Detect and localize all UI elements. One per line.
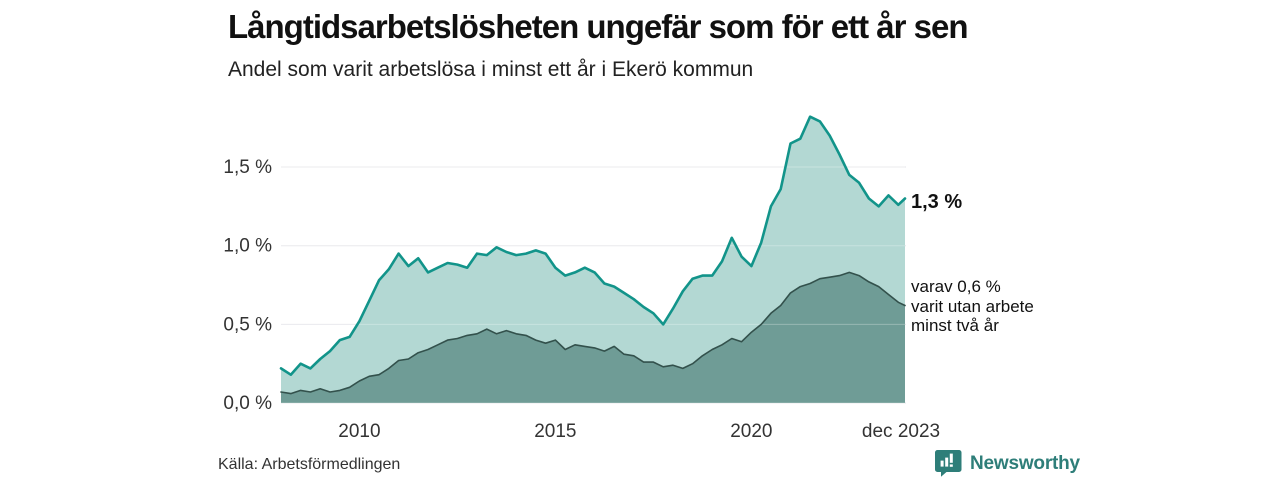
x-tick-label: 2020 xyxy=(730,421,772,442)
y-tick-label: 0,5 % xyxy=(223,314,272,335)
y-tick-label: 1,5 % xyxy=(223,157,272,178)
page-title: Långtidsarbetslösheten ungefär som för e… xyxy=(228,8,968,45)
two-year-line xyxy=(280,271,906,395)
y-tick-label: 0,0 % xyxy=(223,393,272,414)
annotation-two-year-line-1: varav 0,6 % xyxy=(911,277,1001,296)
annotation-two-year-line-3: minst två år xyxy=(911,316,999,335)
two-year-area xyxy=(281,272,905,403)
x-tick-label: 2015 xyxy=(534,421,576,442)
total-area xyxy=(281,116,905,403)
newsworthy-bubble-chart-icon xyxy=(935,450,962,477)
source-label: Källa: Arbetsförmedlingen xyxy=(218,456,401,473)
annotation-latest-total: 1,3 % xyxy=(911,191,963,213)
total-line xyxy=(279,115,907,377)
x-tick-label: 2010 xyxy=(338,421,380,442)
page-subtitle: Andel som varit arbetslösa i minst ett å… xyxy=(228,58,754,81)
annotation-two-year-line-2: varit utan arbete xyxy=(911,296,1034,316)
newsworthy-logo: Newsworthy xyxy=(934,449,1080,478)
x-tick-label: dec 2023 xyxy=(862,421,940,442)
annotation-two-year-block: varav 0,6 % varit utan arbete minst två … xyxy=(911,277,1034,336)
y-tick-label: 1,0 % xyxy=(223,236,272,257)
newsworthy-logo-text: Newsworthy xyxy=(970,452,1080,474)
